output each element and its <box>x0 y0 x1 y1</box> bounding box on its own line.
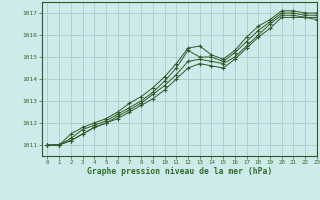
X-axis label: Graphe pression niveau de la mer (hPa): Graphe pression niveau de la mer (hPa) <box>87 167 272 176</box>
